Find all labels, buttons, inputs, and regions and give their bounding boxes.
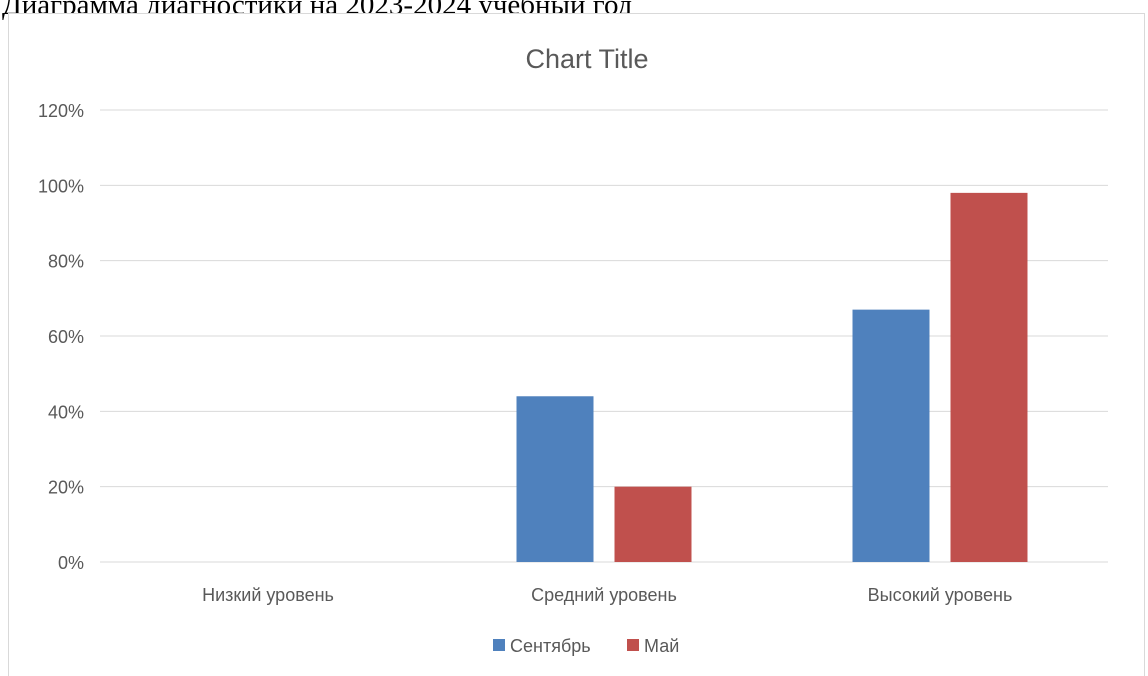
legend-label: Май (644, 636, 679, 656)
y-tick-label: 80% (48, 252, 84, 272)
y-tick-label: 120% (38, 101, 84, 121)
bar-may-2 (950, 192, 1028, 562)
y-tick-label: 20% (48, 478, 84, 498)
y-axis-tick-labels: 0% 20% 40% 60% 80% 100% 120% (38, 101, 84, 573)
x-tick-label: Высокий уровень (868, 585, 1013, 605)
legend-label: Сентябрь (510, 636, 591, 656)
bar-may-1 (614, 486, 692, 562)
x-tick-label: Средний уровень (531, 585, 677, 605)
bar-september-2 (852, 309, 930, 562)
bars (516, 192, 1028, 562)
bar-september-1 (516, 396, 594, 562)
legend: Сентябрь Май (493, 636, 679, 656)
y-tick-label: 100% (38, 176, 84, 196)
legend-swatch (627, 639, 639, 651)
y-tick-label: 40% (48, 402, 84, 422)
legend-swatch (493, 639, 505, 651)
y-tick-label: 0% (58, 553, 84, 573)
x-axis-tick-labels: Низкий уровень Средний уровень Высокий уро… (202, 585, 1012, 605)
chart-title: Chart Title (525, 44, 648, 74)
x-tick-label: Низкий уровень (202, 585, 334, 605)
y-tick-label: 60% (48, 327, 84, 347)
gridlines (100, 109, 1108, 563)
